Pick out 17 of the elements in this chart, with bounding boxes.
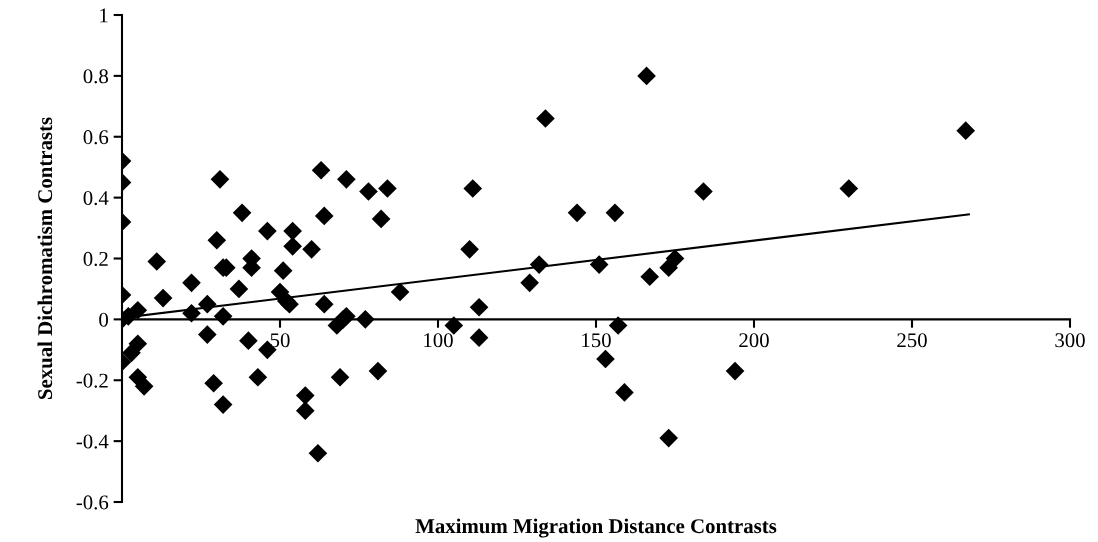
y-tick-label: -0.6 [76, 495, 109, 510]
y-tick-label: 0.2 [83, 251, 108, 267]
x-tick-label: 300 [1055, 333, 1085, 348]
y-tick-label: 0.4 [83, 191, 109, 206]
y-tick-label: 0.6 [83, 130, 109, 145]
y-tick-label: -0.2 [76, 373, 108, 388]
x-tick-label: 150 [582, 333, 611, 348]
y-tick-label: 1 [100, 8, 108, 23]
x-tick-label: 250 [897, 333, 927, 348]
y-tick-label: 0 [99, 312, 109, 327]
x-axis-title: Maximum Migration Distance Contrasts [415, 518, 777, 538]
x-tick-label: 200 [739, 333, 769, 348]
y-tick-label: -0.4 [76, 434, 109, 449]
x-tick-label: 100 [424, 333, 453, 348]
y-axis-title: Sexual Dichromatism Contrasts [37, 117, 53, 399]
y-tick-label: 0.8 [83, 69, 109, 84]
x-tick-label: 50 [270, 333, 290, 348]
